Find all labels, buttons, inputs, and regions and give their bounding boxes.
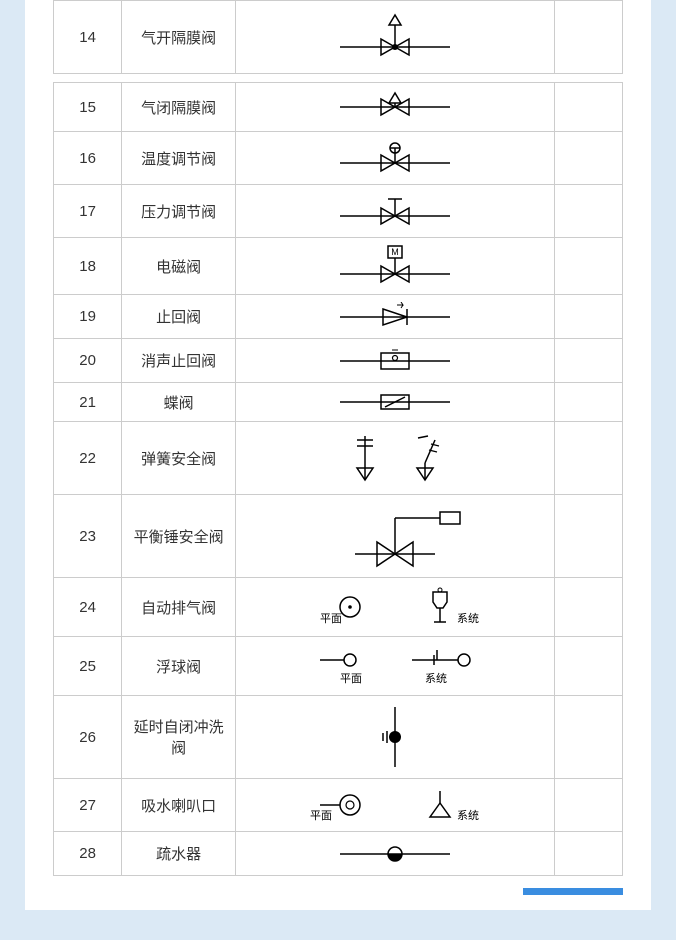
valve-table-2: 15 气闭隔膜阀 16 温度调节阀 17 压力调节阀 18 电磁阀 M 19 止…	[53, 82, 623, 876]
cell-name: 电磁阀	[122, 238, 236, 295]
cell-num: 24	[54, 578, 122, 637]
cell-num: 21	[54, 383, 122, 422]
table-row: 22 弹簧安全阀	[54, 422, 623, 495]
cell-name: 气开隔膜阀	[122, 1, 236, 74]
cell-num: 19	[54, 295, 122, 339]
cell-extra	[554, 1, 622, 74]
cell-name: 延时自闭冲洗阀	[122, 696, 236, 779]
table-row: 15 气闭隔膜阀	[54, 83, 623, 132]
table-row: 19 止回阀	[54, 295, 623, 339]
cell-extra	[554, 238, 622, 295]
cell-extra	[554, 578, 622, 637]
cell-symbol	[236, 295, 555, 339]
table-row: 20 消声止回阀	[54, 339, 623, 383]
cell-symbol	[236, 132, 555, 185]
cell-name: 消声止回阀	[122, 339, 236, 383]
table-row: 16 温度调节阀	[54, 132, 623, 185]
valve-table-1: 14 气开隔膜阀	[53, 0, 623, 74]
content-card: 14 气开隔膜阀 15 气闭隔膜阀 16 温度调节阀 17 压力调节阀 18 电…	[25, 0, 651, 910]
cell-name: 压力调节阀	[122, 185, 236, 238]
cell-name: 温度调节阀	[122, 132, 236, 185]
cell-extra	[554, 832, 622, 876]
cell-symbol: 平面 系统	[236, 637, 555, 696]
cell-symbol	[236, 383, 555, 422]
table-1: 14 气开隔膜阀	[53, 0, 623, 74]
cell-extra	[554, 339, 622, 383]
cell-symbol: M	[236, 238, 555, 295]
table-row: 25 浮球阀 平面 系统	[54, 637, 623, 696]
table-row: 26 延时自闭冲洗阀	[54, 696, 623, 779]
svg-text:平面: 平面	[340, 673, 362, 685]
cell-extra	[554, 422, 622, 495]
cell-symbol	[236, 83, 555, 132]
table-row: 27 吸水喇叭口 平面 系统	[54, 779, 623, 832]
cell-name: 平衡锤安全阀	[122, 495, 236, 578]
cell-extra	[554, 637, 622, 696]
svg-text:平面: 平面	[310, 810, 332, 822]
cell-symbol	[236, 339, 555, 383]
cell-num: 20	[54, 339, 122, 383]
svg-text:M: M	[391, 247, 399, 257]
cell-num: 15	[54, 83, 122, 132]
cell-num: 28	[54, 832, 122, 876]
cell-symbol	[236, 1, 555, 74]
cell-num: 16	[54, 132, 122, 185]
svg-text:系统: 系统	[425, 672, 447, 685]
cell-symbol	[236, 185, 555, 238]
cell-extra	[554, 495, 622, 578]
cell-num: 17	[54, 185, 122, 238]
cell-name: 自动排气阀	[122, 578, 236, 637]
table-row: 14 气开隔膜阀	[54, 1, 623, 74]
cell-name: 蝶阀	[122, 383, 236, 422]
cell-num: 27	[54, 779, 122, 832]
cell-symbol	[236, 495, 555, 578]
footer	[53, 888, 623, 895]
cell-extra	[554, 696, 622, 779]
table-row: 21 蝶阀	[54, 383, 623, 422]
cell-num: 22	[54, 422, 122, 495]
accent-bar	[523, 888, 623, 895]
cell-symbol	[236, 422, 555, 495]
table-row: 17 压力调节阀	[54, 185, 623, 238]
svg-text:系统: 系统	[457, 612, 479, 625]
cell-symbol: 平面 系统	[236, 779, 555, 832]
svg-text:平面: 平面	[320, 613, 342, 625]
table-2: 15 气闭隔膜阀 16 温度调节阀 17 压力调节阀 18 电磁阀 M 19 止…	[53, 82, 623, 876]
cell-extra	[554, 83, 622, 132]
table-row: 23 平衡锤安全阀	[54, 495, 623, 578]
cell-extra	[554, 185, 622, 238]
svg-text:系统: 系统	[457, 809, 479, 822]
cell-symbol	[236, 696, 555, 779]
cell-name: 止回阀	[122, 295, 236, 339]
table-row: 24 自动排气阀 平面 系统	[54, 578, 623, 637]
cell-name: 弹簧安全阀	[122, 422, 236, 495]
cell-num: 14	[54, 1, 122, 74]
cell-extra	[554, 132, 622, 185]
table-row: 28 疏水器	[54, 832, 623, 876]
cell-name: 浮球阀	[122, 637, 236, 696]
cell-extra	[554, 383, 622, 422]
cell-num: 25	[54, 637, 122, 696]
cell-extra	[554, 779, 622, 832]
cell-num: 18	[54, 238, 122, 295]
table-row: 18 电磁阀 M	[54, 238, 623, 295]
cell-name: 气闭隔膜阀	[122, 83, 236, 132]
cell-extra	[554, 295, 622, 339]
cell-symbol	[236, 832, 555, 876]
cell-symbol: 平面 系统	[236, 578, 555, 637]
cell-name: 吸水喇叭口	[122, 779, 236, 832]
cell-num: 23	[54, 495, 122, 578]
cell-num: 26	[54, 696, 122, 779]
cell-name: 疏水器	[122, 832, 236, 876]
